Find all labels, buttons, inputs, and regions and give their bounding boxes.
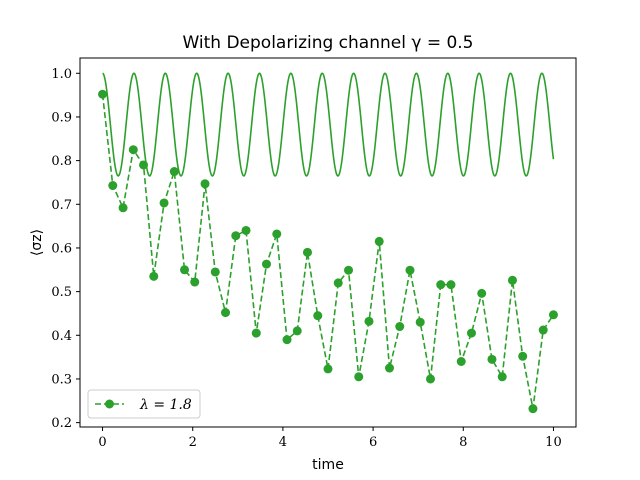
data-point [497,372,507,382]
data-point [364,316,374,326]
data-point [221,308,231,318]
data-point [405,265,415,275]
y-tick-label: 0.8 [51,154,72,169]
data-point [436,280,446,290]
x-tick-label: 2 [189,435,197,450]
data-point [466,328,476,338]
data-point [313,311,323,321]
data-point [302,247,312,257]
x-tick-label: 4 [279,435,287,450]
data-point [190,277,200,287]
data-point [395,322,405,332]
data-point [210,267,220,277]
chart-title: With Depolarizing channel γ = 0.5 [182,33,473,53]
data-point [108,181,118,191]
y-tick-label: 0.6 [51,241,72,256]
y-tick-label: 0.7 [51,198,72,213]
data-point [98,89,108,99]
data-point [538,325,548,335]
x-tick-label: 8 [459,435,467,450]
data-point [149,271,159,281]
data-point [415,317,425,327]
data-point [518,351,528,361]
y-tick-label: 0.5 [51,285,72,300]
y-tick-label: 0.4 [51,329,72,344]
data-point [333,278,343,288]
data-point [354,372,364,382]
data-point [374,236,384,246]
data-point [261,259,271,269]
y-tick-label: 0.2 [51,416,72,431]
data-point [241,225,251,235]
data-point [344,265,354,275]
x-tick-label: 0 [98,435,106,450]
y-axis-label: ⟨σz⟩ [29,229,45,256]
axis-labels: time ⟨σz⟩ [29,229,344,473]
axes-frame [79,57,577,428]
data-point [251,328,261,338]
y-tick-label: 0.3 [51,372,72,387]
data-point [231,231,241,241]
legend-marker [105,399,114,409]
data-point [323,364,333,374]
legend: λ = 1.8 [87,389,201,419]
series-line-lambda [101,94,555,409]
data-point [200,179,210,189]
data-point [385,363,395,373]
plot-area [79,57,577,428]
data-point [477,288,487,298]
legend-label: λ = 1.8 [139,397,192,413]
axis-ticks: 0 2 4 6 8 10 0.2 0.3 0.4 0.5 0.6 0.7 0.8 0.9 1.0 [51,67,561,450]
chart-title-text: With Depolarizing channel γ = 0.5 [182,33,473,53]
plot-content [98,72,558,414]
x-axis-label: time [312,457,344,473]
series-line-oscillation [102,72,555,177]
x-tick-label: 6 [369,435,377,450]
y-tick-label: 1.0 [51,67,72,82]
legend-box [87,389,201,419]
data-point [456,356,466,366]
data-point [425,374,435,384]
data-point [118,203,128,213]
y-tick-label: 0.9 [51,110,72,125]
data-point [548,310,558,320]
data-point [169,167,179,177]
data-point [272,229,282,239]
data-point [180,265,190,275]
data-point [159,198,169,208]
data-point [282,335,292,345]
data-point [446,280,456,290]
data-point [128,145,138,155]
data-point [507,275,517,285]
data-point [292,326,302,336]
x-tick-label: 10 [545,435,562,450]
data-point [139,160,149,170]
data-point [487,354,497,364]
data-point [528,404,538,414]
